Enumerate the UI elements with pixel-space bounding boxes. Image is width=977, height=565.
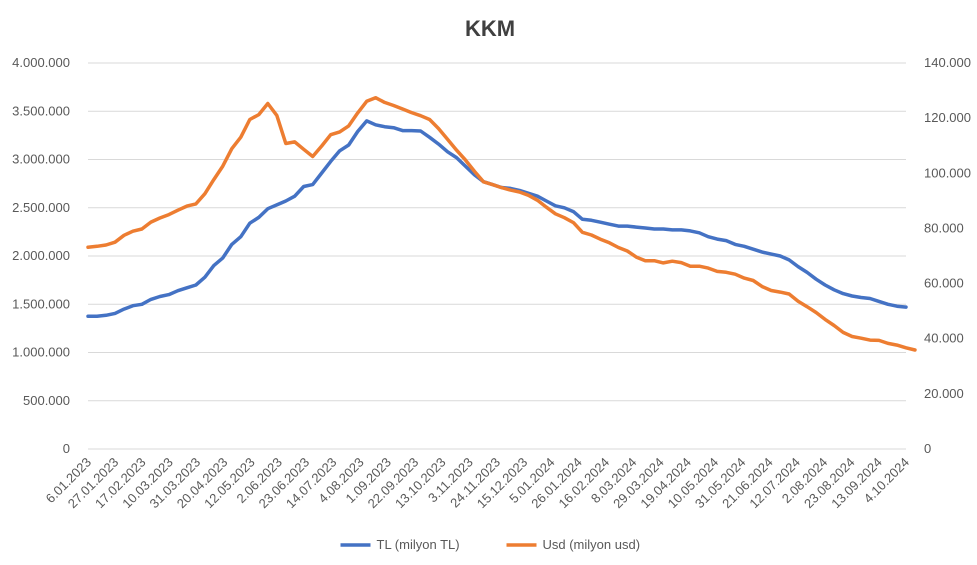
right-y-tick-label: 120.000 xyxy=(924,110,971,125)
right-y-tick-label: 40.000 xyxy=(924,331,964,346)
x-axis: 6.01.202327.01.202317.02.202310.03.20233… xyxy=(43,455,913,512)
series-line-tl xyxy=(86,119,908,319)
left-y-tick-label: 1.000.000 xyxy=(12,345,70,360)
left-y-axis: 0 500.000 1.000.000 1.500.000 2.000.000 2.500… xyxy=(12,55,70,456)
left-y-tick-label: 0 xyxy=(63,441,70,456)
right-y-tick-label: 0 xyxy=(924,441,931,456)
right-y-axis: 0 20.000 40.000 60.000 80.000 100.000 120.000 1… xyxy=(924,55,971,456)
left-y-tick-label: 2.500.000 xyxy=(12,200,70,215)
right-y-tick-label: 60.000 xyxy=(924,276,964,291)
series-lines xyxy=(86,95,917,352)
legend-label: TL (milyon TL) xyxy=(377,537,460,552)
right-y-tick-label: 140.000 xyxy=(924,55,971,70)
left-y-tick-label: 4.000.000 xyxy=(12,55,70,70)
legend: TL (milyon TL) Usd (milyon usd) xyxy=(340,537,641,552)
left-y-tick-label: 2.000.000 xyxy=(12,248,70,263)
left-y-tick-label: 1.500.000 xyxy=(12,296,70,311)
legend-label: Usd (milyon usd) xyxy=(543,537,641,552)
series-line-usd xyxy=(86,95,917,352)
right-y-tick-label: 100.000 xyxy=(924,165,971,180)
right-y-tick-label: 80.000 xyxy=(924,220,964,235)
chart-title: KKM xyxy=(465,16,515,41)
left-y-tick-label: 3.500.000 xyxy=(12,103,70,118)
right-y-tick-label: 20.000 xyxy=(924,386,964,401)
left-y-tick-label: 500.000 xyxy=(23,393,70,408)
left-y-tick-label: 3.000.000 xyxy=(12,152,70,167)
